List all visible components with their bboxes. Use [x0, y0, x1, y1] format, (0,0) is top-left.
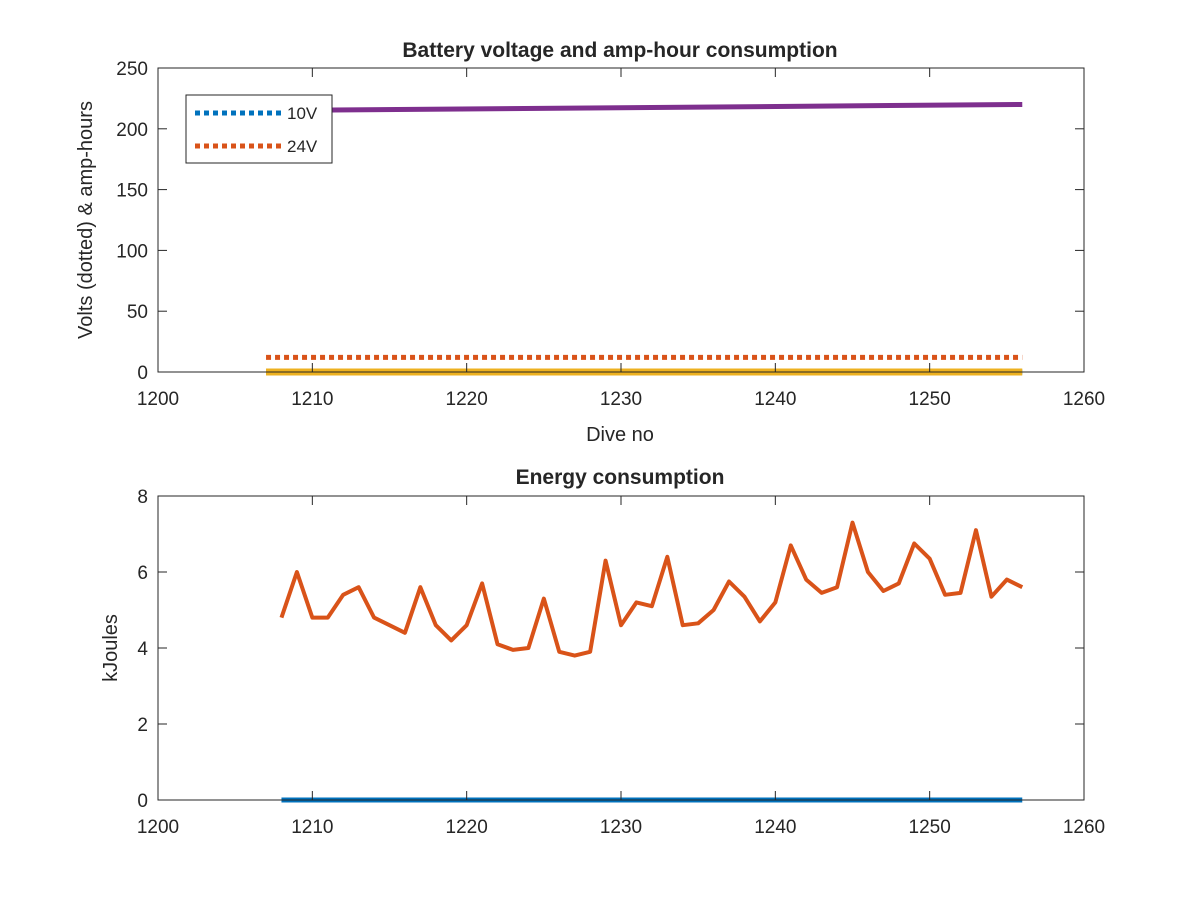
series-line-1-1	[279, 520, 1024, 658]
legend-label-10v: 10V	[287, 104, 318, 123]
x-tick-label: 1210	[291, 817, 333, 838]
energy-chart-ylabel: kJoules	[100, 614, 122, 682]
x-tick-label: 1200	[137, 389, 179, 410]
battery-chart-ylabel: Volts (dotted) & amp-hours	[75, 101, 97, 339]
x-tick-label: 1260	[1063, 389, 1105, 410]
y-tick-label: 150	[116, 181, 148, 202]
x-tick-label: 1250	[909, 389, 951, 410]
x-tick-label: 1200	[137, 817, 179, 838]
x-tick-label: 1220	[446, 817, 488, 838]
y-tick-label: 6	[137, 563, 148, 584]
battery-chart: Battery voltage and amp-hour consumption…	[75, 39, 1105, 446]
legend-box	[185, 94, 333, 164]
y-tick-label: 100	[116, 241, 148, 262]
y-tick-label: 2	[137, 715, 148, 736]
y-tick-label: 0	[137, 363, 148, 384]
x-tick-label: 1240	[754, 389, 796, 410]
y-tick-label: 50	[127, 302, 148, 323]
y-tick-label: 0	[137, 791, 148, 812]
x-tick-label: 1230	[600, 817, 642, 838]
energy-chart: Energy consumption 1200 1210 1220 1230 1240 1…	[100, 466, 1105, 838]
y-tick-label: 8	[137, 487, 148, 508]
x-tick-label: 1230	[600, 389, 642, 410]
energy-chart-axes-box	[157, 495, 1085, 801]
x-tick-label: 1240	[754, 817, 796, 838]
y-tick-label: 4	[137, 639, 148, 660]
energy-chart-title: Energy consumption	[516, 466, 725, 489]
battery-chart-title: Battery voltage and amp-hour consumption	[402, 39, 837, 62]
x-tick-label: 1220	[446, 389, 488, 410]
legend-label-24v: 24V	[287, 137, 318, 156]
y-tick-label: 250	[116, 59, 148, 80]
series-line-0-3	[266, 101, 1023, 114]
battery-chart-legend: 10V 24V	[185, 94, 333, 164]
battery-chart-xlabel: Dive no	[586, 424, 654, 446]
y-tick-label: 200	[116, 120, 148, 141]
x-tick-label: 1210	[291, 389, 333, 410]
x-tick-label: 1250	[909, 817, 951, 838]
x-tick-label: 1260	[1063, 817, 1105, 838]
